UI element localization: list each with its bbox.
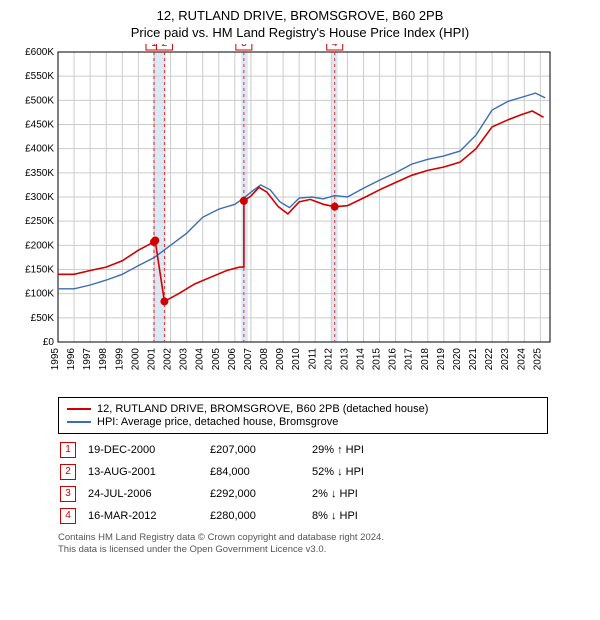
x-tick-label: 2025 (532, 347, 543, 370)
x-tick-label: 2005 (211, 347, 222, 370)
x-tick-label: 2016 (388, 347, 399, 370)
marker-price: £280,000 (210, 506, 310, 526)
sale-dot (151, 236, 159, 244)
x-tick-label: 1998 (98, 347, 109, 370)
marker-date: 13-AUG-2001 (88, 462, 208, 482)
y-tick-label: £400K (25, 144, 54, 155)
legend-swatch (67, 408, 91, 410)
y-tick-label: £250K (25, 216, 54, 227)
x-tick-label: 2007 (243, 347, 254, 370)
table-row: 3 24-JUL-2006£292,0002% ↓ HPI (60, 484, 374, 504)
marker-number-box: 1 (60, 442, 76, 458)
marker-date: 19-DEC-2000 (88, 440, 208, 460)
table-row: 2 13-AUG-2001£84,00052% ↓ HPI (60, 462, 374, 482)
marker-delta: 8% ↓ HPI (312, 506, 374, 526)
y-tick-label: £150K (25, 264, 54, 275)
x-tick-label: 2024 (516, 347, 527, 370)
x-tick-label: 2000 (130, 347, 141, 370)
x-tick-label: 2012 (323, 347, 334, 370)
sale-markers-table: 1 19-DEC-2000£207,00029% ↑ HPI 2 13-AUG-200… (58, 438, 376, 528)
x-tick-label: 2017 (404, 347, 415, 370)
x-tick-label: 2022 (484, 347, 495, 370)
y-tick-label: £600K (25, 47, 54, 58)
x-tick-label: 2023 (500, 347, 511, 370)
x-tick-label: 2020 (452, 347, 463, 370)
event-marker-number: 4 (332, 44, 338, 49)
marker-delta: 2% ↓ HPI (312, 484, 374, 504)
y-tick-label: £300K (25, 192, 54, 203)
marker-number-cell: 3 (60, 484, 86, 504)
x-tick-label: 2021 (468, 347, 479, 370)
footer-line-2: This data is licensed under the Open Gov… (58, 544, 580, 556)
footer-attribution: Contains HM Land Registry data © Crown c… (58, 532, 580, 556)
x-tick-label: 2008 (259, 347, 270, 370)
x-tick-label: 2010 (291, 347, 302, 370)
legend-swatch (67, 421, 91, 423)
marker-date: 24-JUL-2006 (88, 484, 208, 504)
y-tick-label: £0 (43, 337, 55, 348)
marker-price: £207,000 (210, 440, 310, 460)
marker-date: 16-MAR-2012 (88, 506, 208, 526)
page-subtitle: Price paid vs. HM Land Registry's House … (10, 25, 590, 40)
x-tick-label: 2018 (420, 347, 431, 370)
sale-dot (240, 197, 248, 205)
y-tick-label: £200K (25, 240, 54, 251)
price-chart: £0 £50K £100K £150K £200K £250K £300K £350K £400… (10, 44, 590, 389)
y-tick-label: £50K (31, 313, 55, 324)
x-tick-label: 2014 (355, 347, 366, 370)
x-tick-label: 2019 (436, 347, 447, 370)
table-row: 4 16-MAR-2012£280,0008% ↓ HPI (60, 506, 374, 526)
y-tick-label: £450K (25, 119, 54, 130)
x-tick-label: 1995 (50, 347, 61, 370)
marker-number-cell: 1 (60, 440, 86, 460)
y-tick-label: £550K (25, 71, 54, 82)
event-marker-number: 2 (162, 44, 168, 49)
legend: 12, RUTLAND DRIVE, BROMSGROVE, B60 2PB (… (58, 397, 548, 434)
y-tick-label: £100K (25, 289, 54, 300)
marker-delta: 52% ↓ HPI (312, 462, 374, 482)
marker-price: £84,000 (210, 462, 310, 482)
marker-number-box: 3 (60, 486, 76, 502)
x-tick-label: 2011 (307, 347, 318, 369)
marker-number-box: 2 (60, 464, 76, 480)
legend-label: 12, RUTLAND DRIVE, BROMSGROVE, B60 2PB (… (97, 403, 428, 415)
y-tick-label: £350K (25, 168, 54, 179)
page-title: 12, RUTLAND DRIVE, BROMSGROVE, B60 2PB (10, 8, 590, 25)
x-tick-label: 2006 (227, 347, 238, 370)
x-tick-label: 1997 (82, 347, 93, 370)
table-row: 1 19-DEC-2000£207,00029% ↑ HPI (60, 440, 374, 460)
x-tick-label: 2004 (195, 347, 206, 370)
marker-number-cell: 4 (60, 506, 86, 526)
marker-delta: 29% ↑ HPI (312, 440, 374, 460)
marker-number-cell: 2 (60, 462, 86, 482)
x-tick-label: 1996 (66, 347, 77, 370)
marker-price: £292,000 (210, 484, 310, 504)
x-tick-label: 2002 (163, 347, 174, 370)
event-marker-number: 3 (241, 44, 247, 49)
footer-line-1: Contains HM Land Registry data © Crown c… (58, 532, 580, 544)
legend-item: HPI: Average price, detached house, Brom… (67, 416, 539, 428)
x-tick-label: 2009 (275, 347, 286, 370)
y-tick-label: £500K (25, 95, 54, 106)
x-tick-label: 2003 (179, 347, 190, 370)
x-tick-label: 2015 (372, 347, 383, 370)
x-tick-label: 1999 (114, 347, 125, 370)
legend-label: HPI: Average price, detached house, Brom… (97, 416, 338, 428)
sale-dot (160, 297, 168, 305)
legend-item: 12, RUTLAND DRIVE, BROMSGROVE, B60 2PB (… (67, 403, 539, 415)
sale-dot (331, 203, 339, 211)
x-tick-label: 2001 (146, 347, 157, 370)
marker-number-box: 4 (60, 508, 76, 524)
x-tick-label: 2013 (339, 347, 350, 370)
